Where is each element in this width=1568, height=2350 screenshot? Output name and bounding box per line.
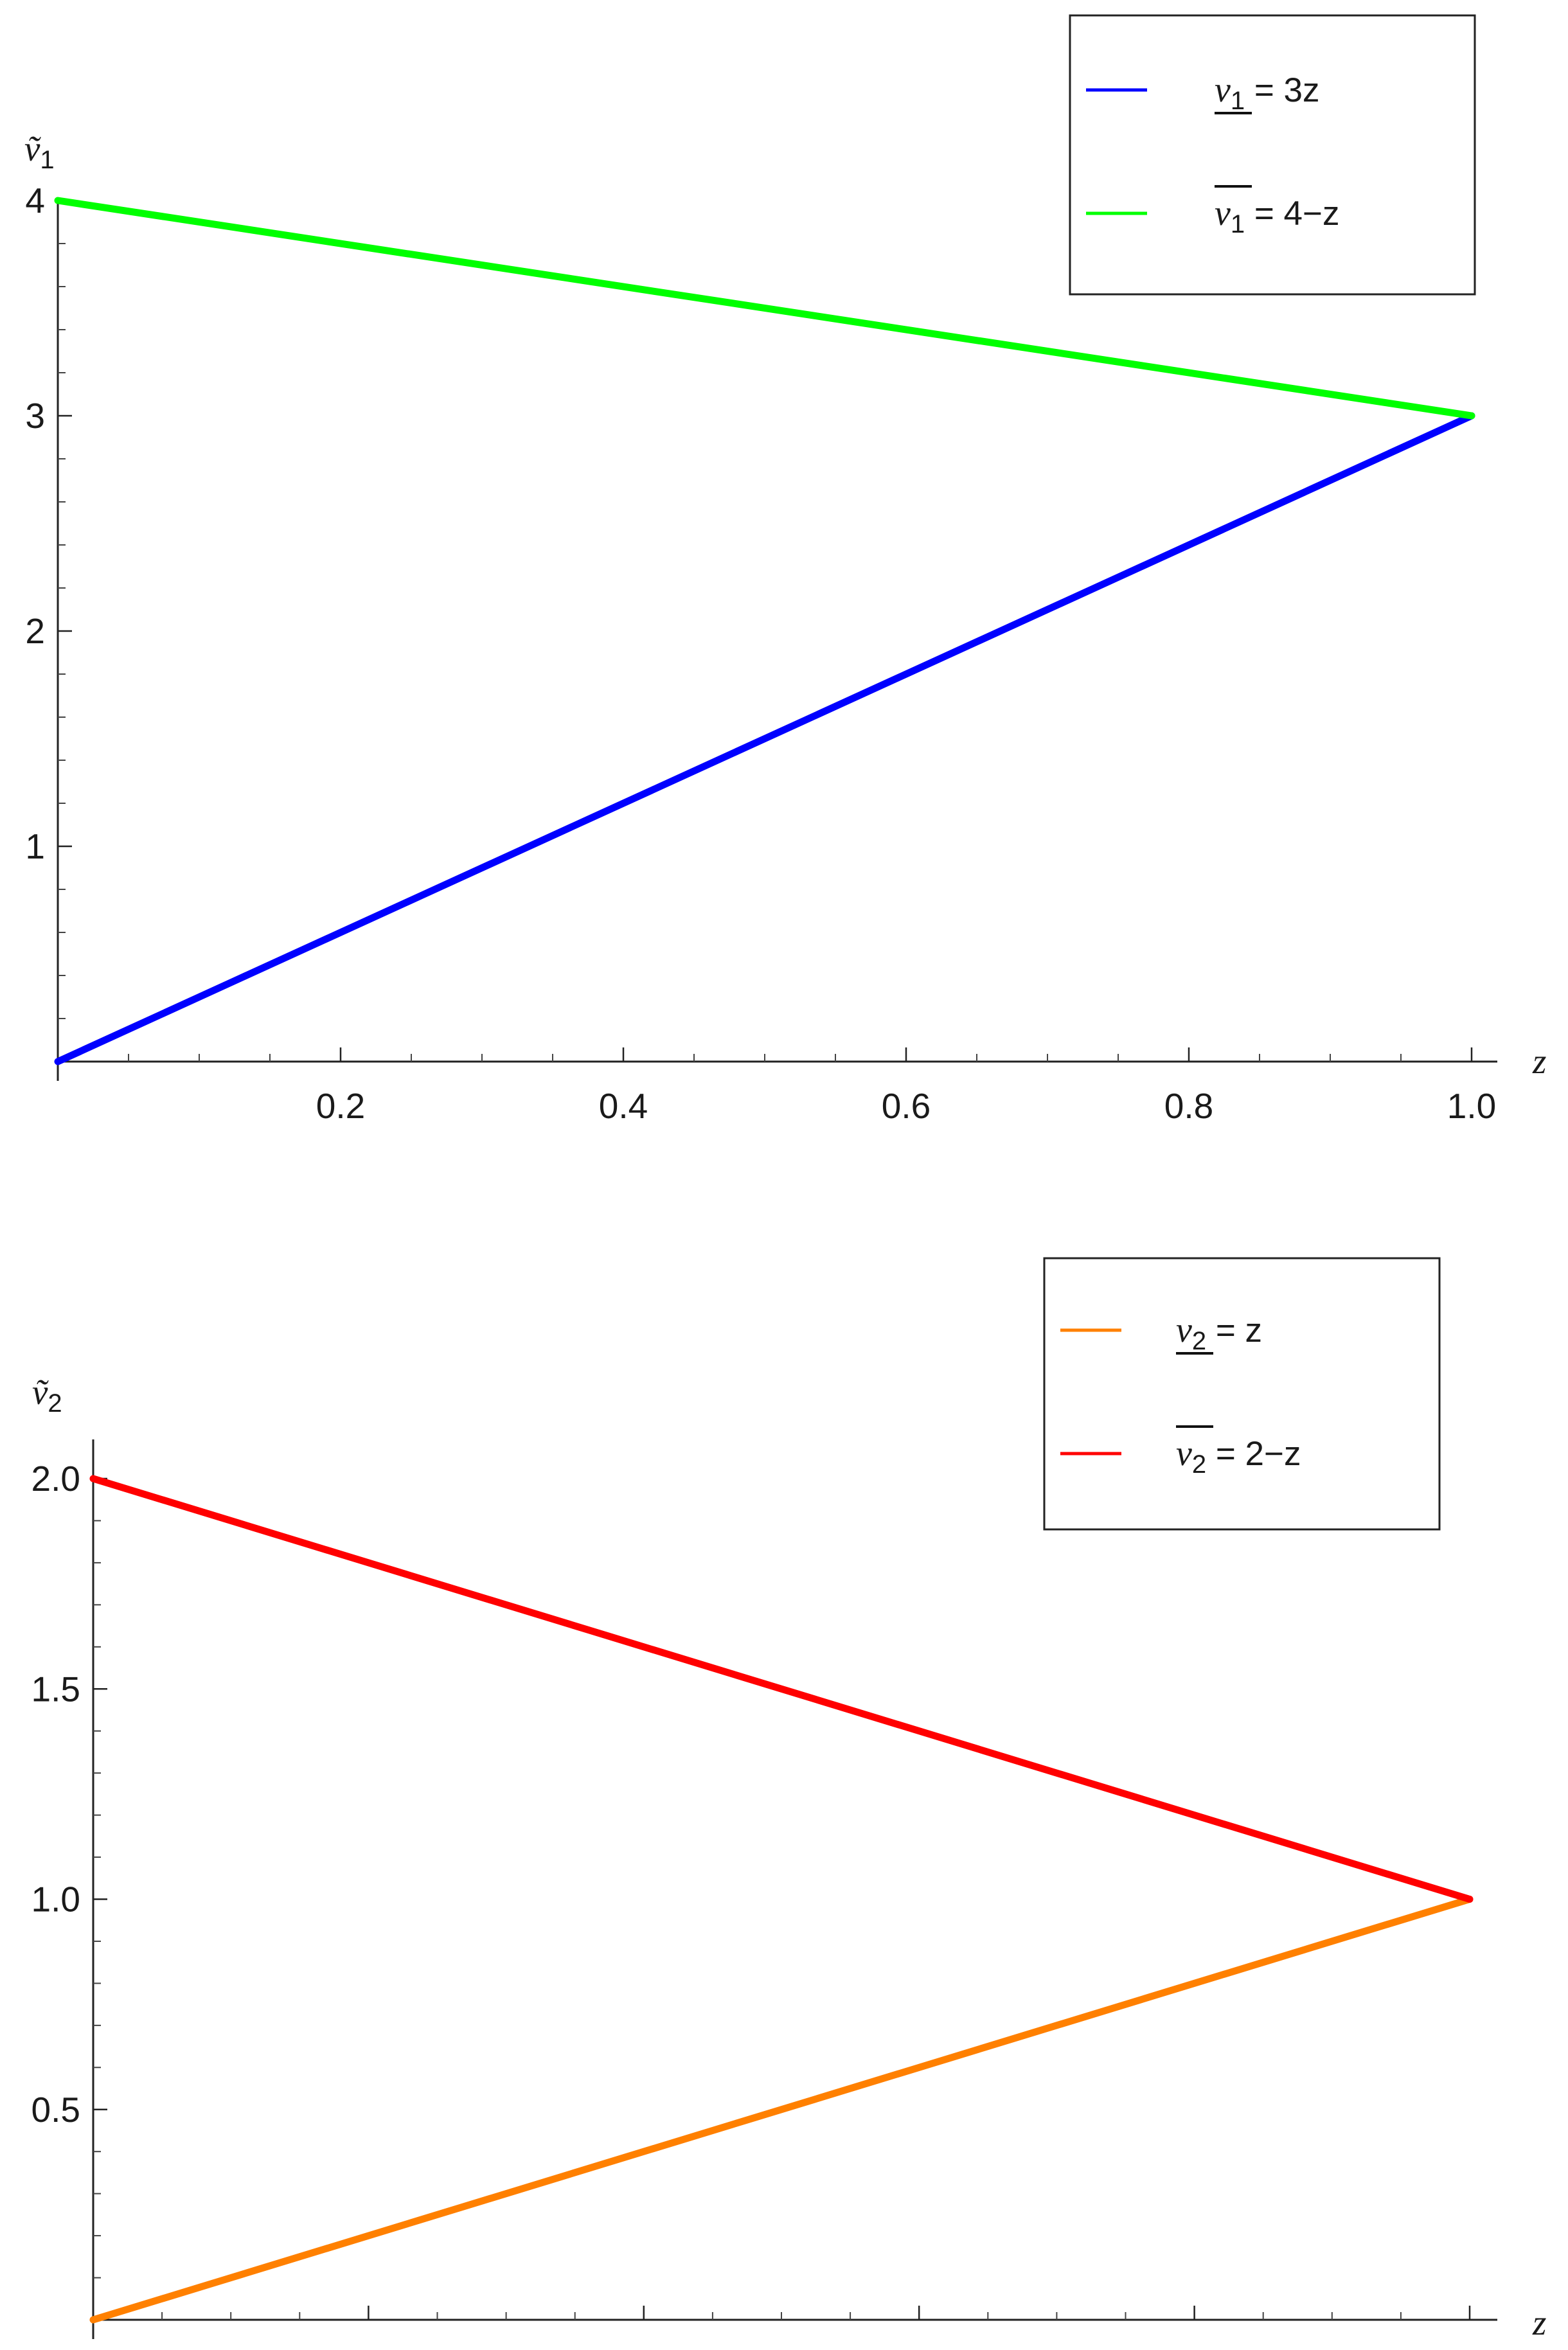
y-tick-label: 1.5 xyxy=(31,1669,80,1709)
legend-label-2: v2 = 2−z xyxy=(1176,1434,1301,1479)
series-line-2 xyxy=(54,197,1475,420)
y-tick-label: 4 xyxy=(25,181,45,220)
series-line-1 xyxy=(54,412,1475,1065)
legend-label-1: v2 = z xyxy=(1176,1310,1262,1355)
y-tick-label: 1.0 xyxy=(31,1880,80,1919)
x-tick-label: 0.6 xyxy=(882,1086,931,1126)
legend-box xyxy=(1043,1257,1441,1531)
x-tick-label: 0.2 xyxy=(344,2344,393,2350)
legend: v2 = z v2 = 2−z xyxy=(1043,1257,1441,1531)
x-axis-label: z xyxy=(1532,1042,1546,1081)
x-tick-label: 0.4 xyxy=(619,2344,668,2350)
x-tick-label: 0.8 xyxy=(1164,1086,1213,1126)
legend: v1 = 3z v1 = 4−z xyxy=(1069,14,1476,296)
y-tick-label: 2.0 xyxy=(31,1459,80,1499)
x-tick-label: 0.4 xyxy=(599,1086,648,1126)
legend-label-2: v1 = 4−z xyxy=(1215,193,1339,238)
y-tick-label: 0.5 xyxy=(31,2090,80,2130)
y-axis-label: ṽ1 xyxy=(24,129,55,174)
series-line-1 xyxy=(89,1896,1474,2324)
x-tick-label: 1.0 xyxy=(1445,2344,1494,2350)
legend-box xyxy=(1069,14,1476,296)
y-tick-label: 2 xyxy=(25,611,45,651)
y-tick-label: 1 xyxy=(25,826,45,866)
x-tick-label: 0.8 xyxy=(1170,2344,1218,2350)
chart-v1: 0.2 0.4 0.6 0.8 1.0 1 2 3 4 ṽ1 z v1 = 3z v1 = 4−z xyxy=(24,14,1546,1126)
y-axis-label: ṽ2 xyxy=(32,1373,62,1418)
x-tick-label: 1.0 xyxy=(1447,1086,1496,1126)
x-tick-label: 0.2 xyxy=(316,1086,365,1126)
x-axis-label: z xyxy=(1532,2303,1546,2342)
x-tick-label: 0.6 xyxy=(895,2344,943,2350)
legend-label-1: v1 = 3z xyxy=(1215,70,1320,115)
series-line-2 xyxy=(89,1475,1474,1903)
y-tick-label: 3 xyxy=(25,396,45,436)
